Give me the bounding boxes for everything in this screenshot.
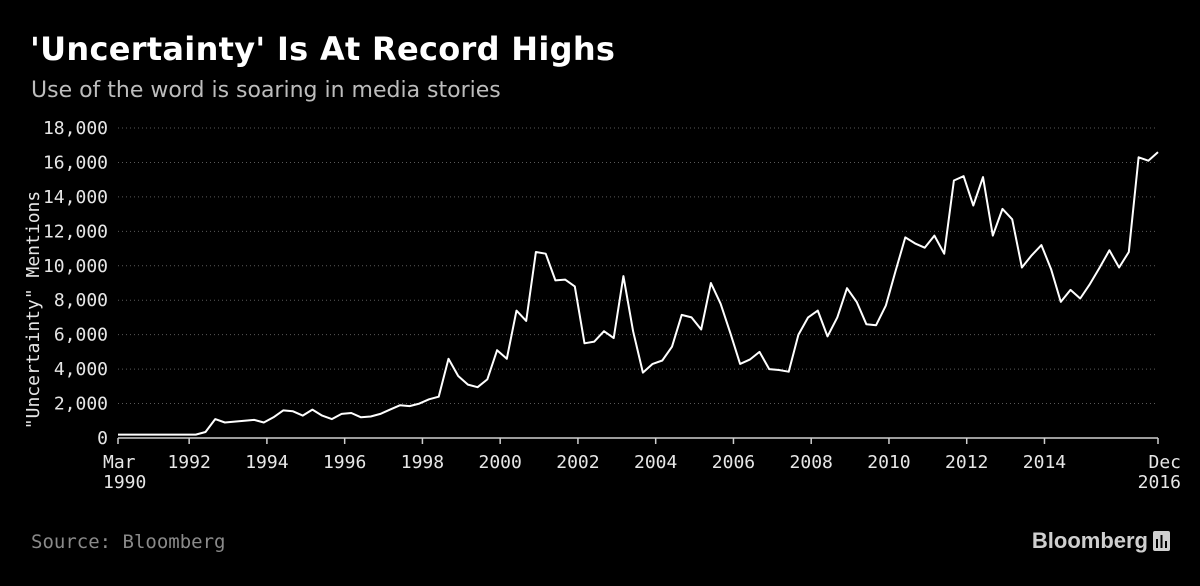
y-tick-label: 10,000 <box>43 256 108 277</box>
x-tick-label: Dec <box>1148 452 1181 473</box>
x-tick-label: Mar <box>103 452 136 473</box>
x-tick-label: 2014 <box>1023 452 1066 473</box>
y-tick-label: 8,000 <box>54 290 108 311</box>
y-tick-label: 14,000 <box>43 187 108 208</box>
x-tick-label: 1996 <box>323 452 366 473</box>
x-tick-label: 1992 <box>167 452 210 473</box>
y-axis-ticks: 0 2,000 4,000 6,000 8,000 10,000 12,000 14,000 1… <box>43 118 108 449</box>
x-tick-label: 2006 <box>712 452 755 473</box>
chart-title: 'Uncertainty' Is At Record Highs <box>30 30 616 68</box>
bloomberg-terminal-icon <box>1153 531 1170 551</box>
y-tick-label: 6,000 <box>54 325 108 346</box>
y-tick-label: 12,000 <box>43 221 108 242</box>
x-tick-label: 2000 <box>478 452 521 473</box>
x-tick-label-year: 2016 <box>1138 472 1181 493</box>
y-tick-label: 0 <box>97 428 108 449</box>
x-tick-label-year: 1990 <box>103 472 146 493</box>
x-tick-label: 2002 <box>556 452 599 473</box>
y-tick-label: 2,000 <box>54 394 108 415</box>
series-line <box>118 151 1159 436</box>
series-group <box>118 151 1159 436</box>
y-tick-label: 4,000 <box>54 359 108 380</box>
gridlines <box>118 127 1158 405</box>
x-tick-label: 2010 <box>867 452 910 473</box>
x-tick-label: 2008 <box>790 452 833 473</box>
line-chart: 0 2,000 4,000 6,000 8,000 10,000 12,000 14,000 1… <box>23 118 1181 493</box>
y-axis-label: "Uncertainty" Mentions <box>23 191 44 429</box>
x-tick-label: 2004 <box>634 452 677 473</box>
x-tick-label: 1994 <box>245 452 288 473</box>
brand-logo: Bloomberg <box>1031 528 1148 553</box>
x-tick-label: 2012 <box>945 452 988 473</box>
y-tick-label: 16,000 <box>43 152 108 173</box>
chart-subtitle: Use of the word is soaring in media stor… <box>31 78 501 103</box>
source-note: Source: Bloomberg <box>31 531 226 553</box>
y-tick-label: 18,000 <box>43 118 108 139</box>
x-tick-label: 1998 <box>401 452 444 473</box>
